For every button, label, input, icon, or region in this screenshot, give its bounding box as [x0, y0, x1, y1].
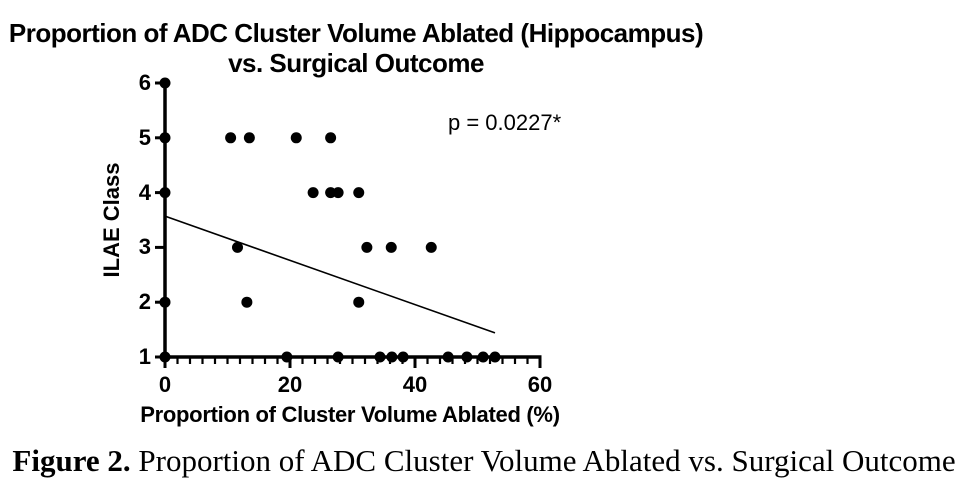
- y-tick-label: 4: [138, 179, 151, 205]
- y-tick-label: 2: [138, 289, 151, 315]
- data-point: [332, 187, 344, 199]
- y-tick-label: 5: [138, 124, 151, 150]
- data-point: [385, 241, 397, 253]
- x-tick-label: 20: [277, 372, 303, 397]
- data-point: [489, 351, 501, 363]
- data-point: [225, 132, 237, 144]
- data-point: [232, 241, 243, 253]
- data-point: [353, 296, 365, 308]
- data-point: [374, 351, 386, 363]
- data-point: [397, 351, 409, 363]
- data-point: [241, 296, 253, 308]
- data-point: [461, 351, 473, 363]
- data-point: [281, 351, 293, 363]
- data-point: [332, 351, 344, 363]
- x-tick-label: 0: [158, 372, 172, 397]
- data-point: [353, 187, 365, 199]
- chart-title-line1: Proportion of ADC Cluster Volume Ablated…: [8, 18, 704, 48]
- figure-caption: Figure 2. Proportion of ADC Cluster Volu…: [0, 441, 968, 481]
- chart-title: Proportion of ADC Cluster Volume Ablated…: [0, 18, 712, 78]
- data-point: [386, 351, 398, 363]
- data-point: [477, 351, 489, 363]
- data-point: [159, 187, 171, 199]
- data-point: [325, 132, 337, 144]
- data-point: [442, 351, 454, 363]
- figure-caption-text: Proportion of ADC Cluster Volume Ablated…: [130, 443, 956, 478]
- x-tick-label: 60: [527, 372, 553, 397]
- x-tick-label: 40: [402, 372, 428, 397]
- data-point: [159, 77, 171, 89]
- x-axis-label: Proportion of Cluster Volume Ablated (%): [140, 402, 560, 427]
- y-tick-label: 3: [138, 234, 151, 260]
- data-point: [425, 241, 437, 253]
- chart-title-line2: vs. Surgical Outcome: [228, 48, 484, 78]
- figure-caption-label: Figure 2.: [12, 443, 131, 478]
- y-tick-label: 1: [138, 344, 151, 369]
- data-point: [159, 132, 171, 144]
- scatter-plot: [155, 77, 542, 368]
- data-point: [307, 187, 319, 199]
- data-point: [243, 132, 255, 144]
- trend-line: [164, 215, 496, 334]
- data-point: [361, 241, 373, 253]
- data-point: [290, 132, 302, 144]
- data-point: [159, 296, 171, 308]
- data-point: [159, 351, 171, 363]
- p-value-annotation: p = 0.0227*: [448, 110, 562, 135]
- y-tick-label: 6: [138, 70, 151, 95]
